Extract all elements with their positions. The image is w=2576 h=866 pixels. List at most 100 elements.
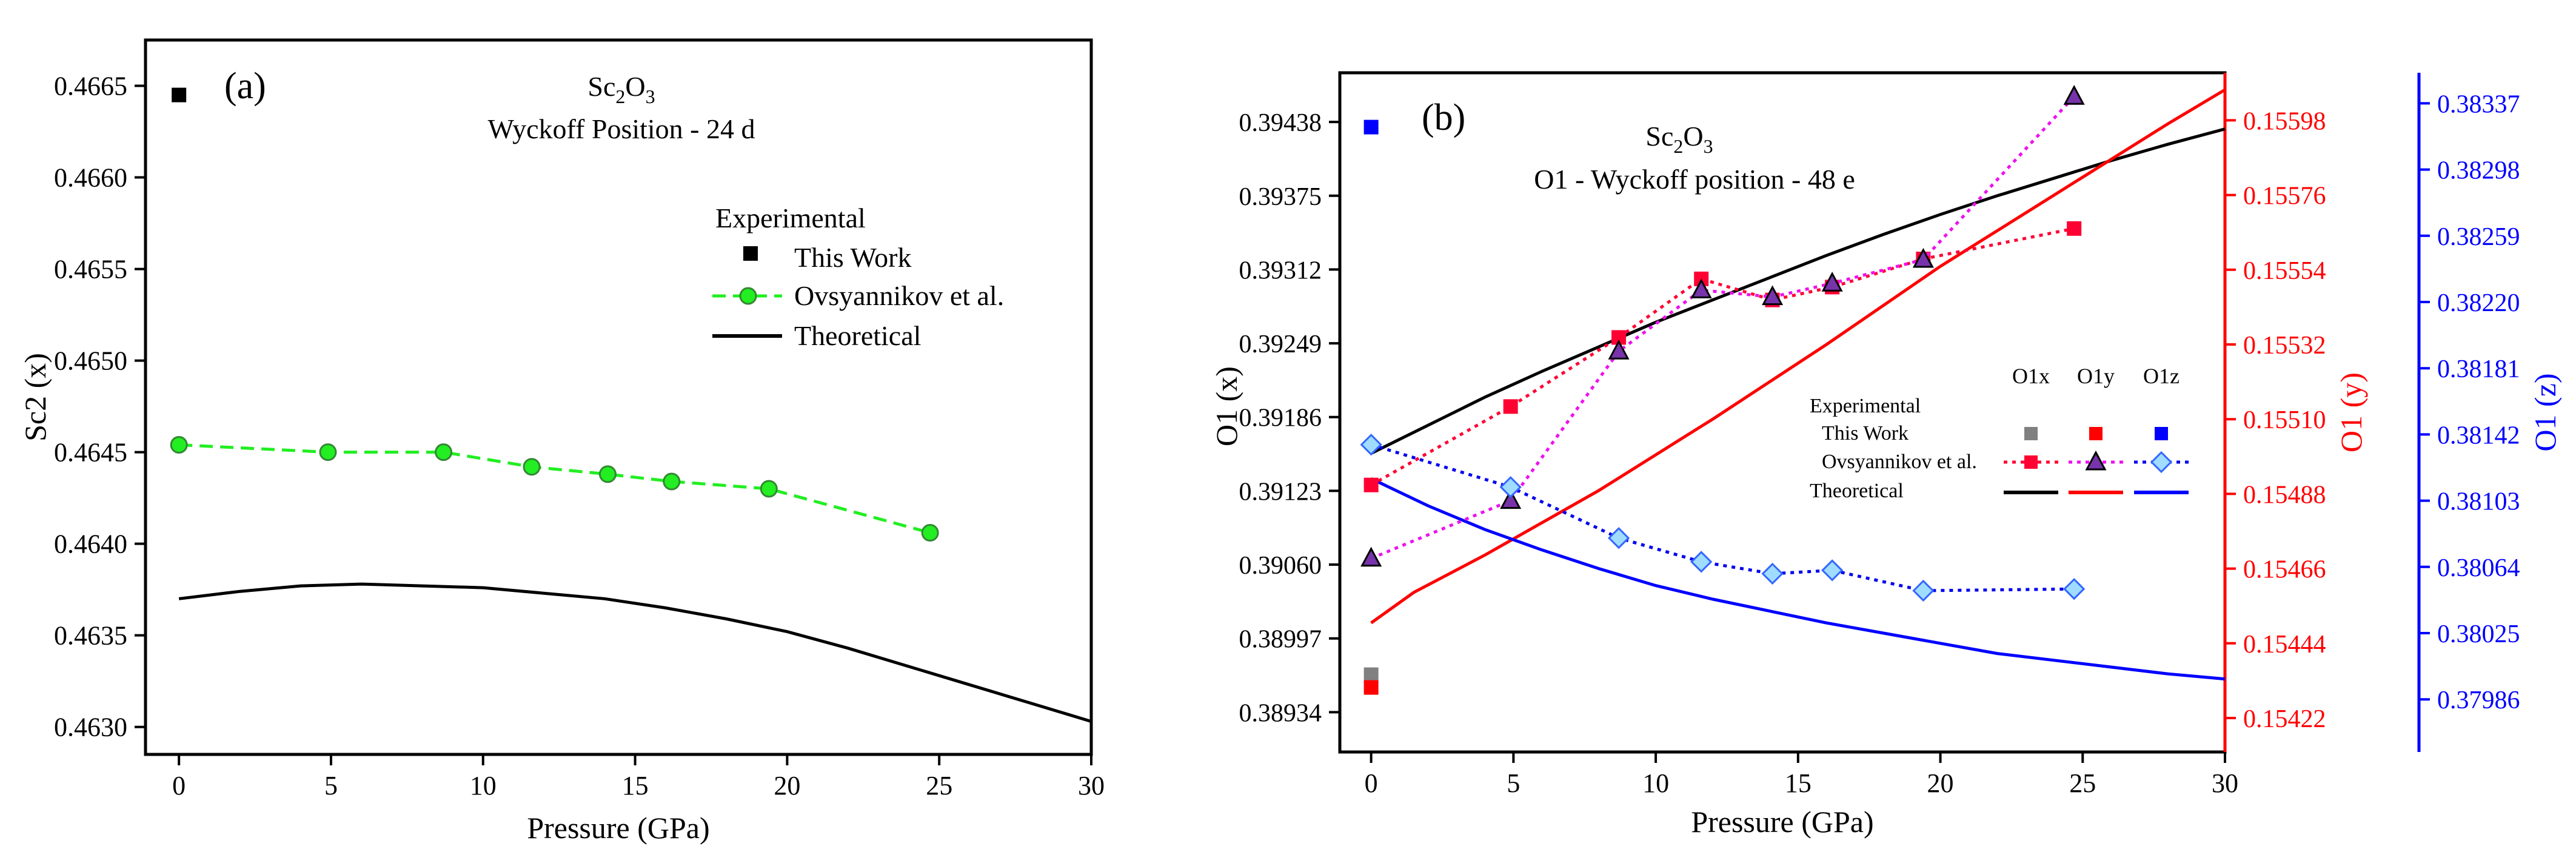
b-series-4-point-3 — [1690, 278, 1712, 298]
y-tick-label-far-right: 0.38064 — [2437, 554, 2520, 582]
a-series-1-point-3 — [523, 458, 541, 476]
b-series-1-point-0 — [1363, 680, 1379, 695]
y-tick-label-right: 0.15422 — [2243, 705, 2326, 733]
y-tick-label-right: 0.15532 — [2243, 332, 2326, 360]
b-series-4-line — [1370, 95, 2076, 560]
y-tick-label-far-right: 0.38259 — [2437, 223, 2520, 251]
y-tick-label: 0.4660 — [54, 163, 127, 193]
y-tick-label-right: 0.15598 — [2243, 107, 2326, 135]
a-series-2-line — [178, 582, 1092, 723]
panel-a-title: Sc2O3 — [587, 71, 655, 107]
panel-b-title: Sc2O3 — [1645, 121, 1713, 157]
panel-a-title-o: O — [625, 71, 645, 102]
b-series-4-point-1 — [1500, 489, 1522, 509]
b-series-5-point-7 — [2063, 578, 2086, 600]
panel-a-title-sub2: 2 — [615, 86, 625, 107]
legend-ovsyannikov: Ovsyannikov et al. — [794, 280, 1004, 311]
x-tick-label: 25 — [926, 771, 952, 801]
y-tick-label-right: 0.15444 — [2243, 631, 2326, 659]
y-tick-label-right: 0.15510 — [2243, 406, 2326, 434]
panel-b-y-axis-label-left: O1 (x) — [1209, 366, 1243, 446]
b-series-2-point-0 — [1363, 119, 1379, 135]
panel-b-legend: O1x O1y O1z Experimental This Work Ovsya… — [1810, 364, 2189, 502]
y-tick-label-left: 0.39249 — [1239, 331, 1322, 358]
a-series-0-point-0 — [172, 87, 187, 102]
b-series-5-point-3 — [1690, 551, 1713, 573]
b-series-4-point-2 — [1608, 340, 1630, 360]
y-tick-label-left: 0.39123 — [1239, 478, 1322, 506]
y-tick-label-far-right: 0.38142 — [2437, 421, 2520, 449]
b-series-4-point-6 — [1912, 247, 1934, 268]
panel-a-subtitle: Wyckoff Position - 24 d — [487, 113, 755, 144]
legend-header-o1z: O1z — [2143, 364, 2180, 388]
x-tick-label: 5 — [324, 771, 338, 801]
y-tick-label-far-right: 0.38103 — [2437, 488, 2520, 516]
x-tick-label: 5 — [1507, 768, 1520, 798]
y-tick-label-right: 0.15466 — [2243, 556, 2326, 584]
b-series-6-line — [1370, 127, 2226, 455]
a-series-1-point-5 — [663, 472, 681, 491]
panel-b-label: (b) — [1422, 97, 1465, 138]
b-series-5-point-4 — [1761, 562, 1784, 585]
b-series-5-point-2 — [1607, 527, 1630, 549]
legend-o1y-this-work-marker — [2089, 427, 2103, 440]
b-series-3-point-7 — [2067, 221, 2082, 236]
y-tick-label-left: 0.39060 — [1239, 552, 1322, 580]
y-tick-label-left: 0.39375 — [1239, 183, 1322, 211]
y-tick-label: 0.4645 — [54, 438, 127, 468]
a-series-1-point-6 — [760, 480, 778, 498]
panel-a-frame — [144, 38, 1093, 756]
panel-a-legend: Experimental This Work Ovsyannikov et al… — [712, 203, 1004, 351]
a-series-1-line — [179, 443, 931, 534]
x-tick-label: 0 — [172, 771, 186, 801]
panel-a: 0 5 10 15 20 25 30 0.4630 0.4635 0.4640 0.4645 0.46… — [18, 38, 1105, 845]
a-series-1-point-1 — [319, 443, 337, 462]
a-series-1-point-2 — [435, 443, 453, 462]
y-tick-label-right: 0.15554 — [2243, 257, 2326, 285]
x-tick-label: 0 — [1365, 768, 1378, 798]
panel-b-title-sub2: 2 — [1673, 135, 1683, 157]
legend-experimental: Experimental — [1810, 395, 1921, 417]
b-series-3-point-1 — [1503, 399, 1518, 414]
y-tick-label: 0.4630 — [54, 713, 127, 742]
y-tick-label-left: 0.39312 — [1239, 257, 1322, 284]
y-tick-label-left: 0.39438 — [1239, 109, 1322, 137]
x-tick-label: 30 — [1078, 771, 1105, 801]
x-tick-label: 15 — [622, 771, 649, 801]
legend-header-o1x: O1x — [2012, 364, 2050, 388]
b-series-3-line — [1370, 227, 2075, 486]
panel-b-ticks: 0 5 10 15 20 25 30 0.38934 0.38997 0.39060 0.39123… — [1239, 90, 2520, 798]
panel-a-ticks: 0 5 10 15 20 25 30 0.4630 0.4635 0.4640 0.4645 0.46… — [54, 72, 1105, 801]
y-tick-label: 0.4640 — [54, 529, 127, 559]
legend-o1y-ovs-marker — [2085, 450, 2107, 471]
x-tick-label: 10 — [1642, 768, 1669, 798]
y-tick-label-right: 0.15576 — [2243, 183, 2326, 210]
x-tick-label: 20 — [1927, 768, 1954, 798]
y-tick-label-far-right: 0.38220 — [2437, 289, 2520, 317]
y-tick-label-far-right: 0.38337 — [2437, 90, 2520, 118]
b-series-5-line — [1370, 443, 2075, 592]
panel-b-title-sc: Sc — [1645, 121, 1673, 152]
b-series-4-point-7 — [2063, 85, 2085, 105]
y-tick-label: 0.4665 — [54, 72, 127, 101]
b-series-5-point-0 — [1360, 434, 1382, 456]
legend-square-marker — [743, 246, 758, 261]
y-tick-label-far-right: 0.38181 — [2437, 355, 2520, 383]
b-series-3-point-0 — [1363, 477, 1379, 492]
legend-o1x-ovs-marker — [2024, 455, 2038, 469]
y-tick-label-far-right: 0.38298 — [2437, 157, 2520, 185]
b-series-7-line — [1370, 88, 2226, 625]
y-tick-label-left: 0.38997 — [1239, 626, 1322, 654]
panel-a-title-sub3: 3 — [646, 86, 655, 107]
x-tick-label: 30 — [2212, 768, 2238, 798]
panel-a-label: (a) — [224, 65, 266, 107]
y-tick-label-far-right: 0.38025 — [2437, 620, 2520, 648]
y-tick-label: 0.4655 — [54, 255, 127, 284]
x-tick-label: 25 — [2069, 768, 2096, 798]
y-tick-label: 0.4650 — [54, 346, 127, 376]
panel-b-title-o: O — [1683, 121, 1703, 152]
b-series-4-point-5 — [1821, 272, 1843, 292]
panel-b-y-axis-label-right: O1 (y) — [2334, 372, 2368, 452]
panel-a-title-sc: Sc — [587, 71, 615, 102]
